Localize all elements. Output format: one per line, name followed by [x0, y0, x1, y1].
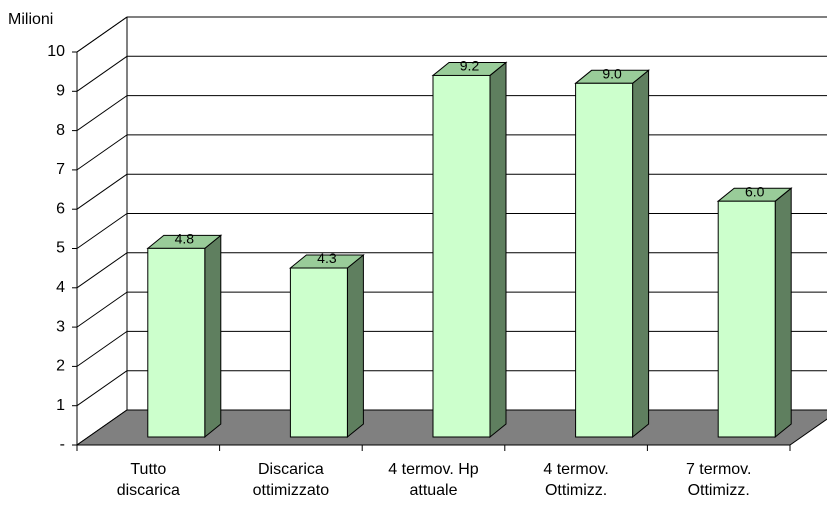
grid-line — [76, 291, 128, 328]
x-tick-label: 4 termov. Ottimizz. — [543, 461, 609, 499]
value-label: 6.0 — [745, 183, 765, 199]
y-tick-label: 2 — [56, 358, 65, 375]
value-label: 9.0 — [602, 66, 622, 82]
bar — [147, 247, 206, 438]
y-tick-label: - — [60, 436, 65, 453]
bar — [432, 74, 491, 438]
grid-line — [76, 55, 128, 92]
bar-side — [632, 69, 650, 439]
bar — [575, 82, 634, 438]
y-tick-label: 10 — [47, 43, 65, 60]
y-tick-label: 8 — [56, 122, 65, 139]
y-tick-label: 9 — [56, 83, 65, 100]
y-tick-label: 7 — [56, 161, 65, 178]
y-tick-label: 6 — [56, 200, 65, 217]
y-tick-label: 3 — [56, 318, 65, 335]
grid-line — [76, 252, 128, 289]
value-label: 4.3 — [317, 250, 337, 266]
x-tick-label: 7 termov. Ottimizz. — [686, 461, 752, 499]
grid-line — [76, 16, 128, 53]
y-tick-label: 4 — [56, 279, 65, 296]
bar-side — [489, 61, 507, 439]
bar-side — [204, 234, 222, 439]
value-label: 4.8 — [175, 231, 195, 247]
grid-line — [76, 173, 128, 210]
x-tick-label: Tutto discarica — [117, 461, 180, 499]
bar — [717, 200, 776, 438]
bar-side — [346, 253, 364, 439]
x-tick-label: Discarica ottimizzato — [253, 461, 330, 499]
grid-line — [76, 134, 128, 171]
grid-line — [76, 330, 128, 367]
y-tick-label: 1 — [56, 397, 65, 414]
grid-line — [76, 95, 128, 132]
value-label: 9.2 — [460, 58, 480, 74]
grid-line — [76, 213, 128, 249]
y-tick-label: 5 — [56, 240, 65, 257]
bar-side — [774, 187, 792, 439]
bar — [289, 267, 348, 438]
grid-line — [76, 370, 128, 407]
y-axis-label: Milioni — [8, 11, 53, 28]
x-tick-label: 4 termov. Hp attuale — [388, 461, 479, 499]
